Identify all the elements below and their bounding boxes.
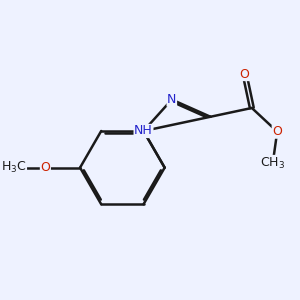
Text: O: O bbox=[40, 161, 50, 174]
Text: CH$_3$: CH$_3$ bbox=[260, 155, 285, 171]
Text: N: N bbox=[167, 93, 176, 106]
Text: O: O bbox=[272, 125, 282, 138]
Text: H$_3$C: H$_3$C bbox=[1, 160, 26, 175]
Text: NH: NH bbox=[134, 124, 153, 137]
Text: O: O bbox=[240, 68, 250, 80]
